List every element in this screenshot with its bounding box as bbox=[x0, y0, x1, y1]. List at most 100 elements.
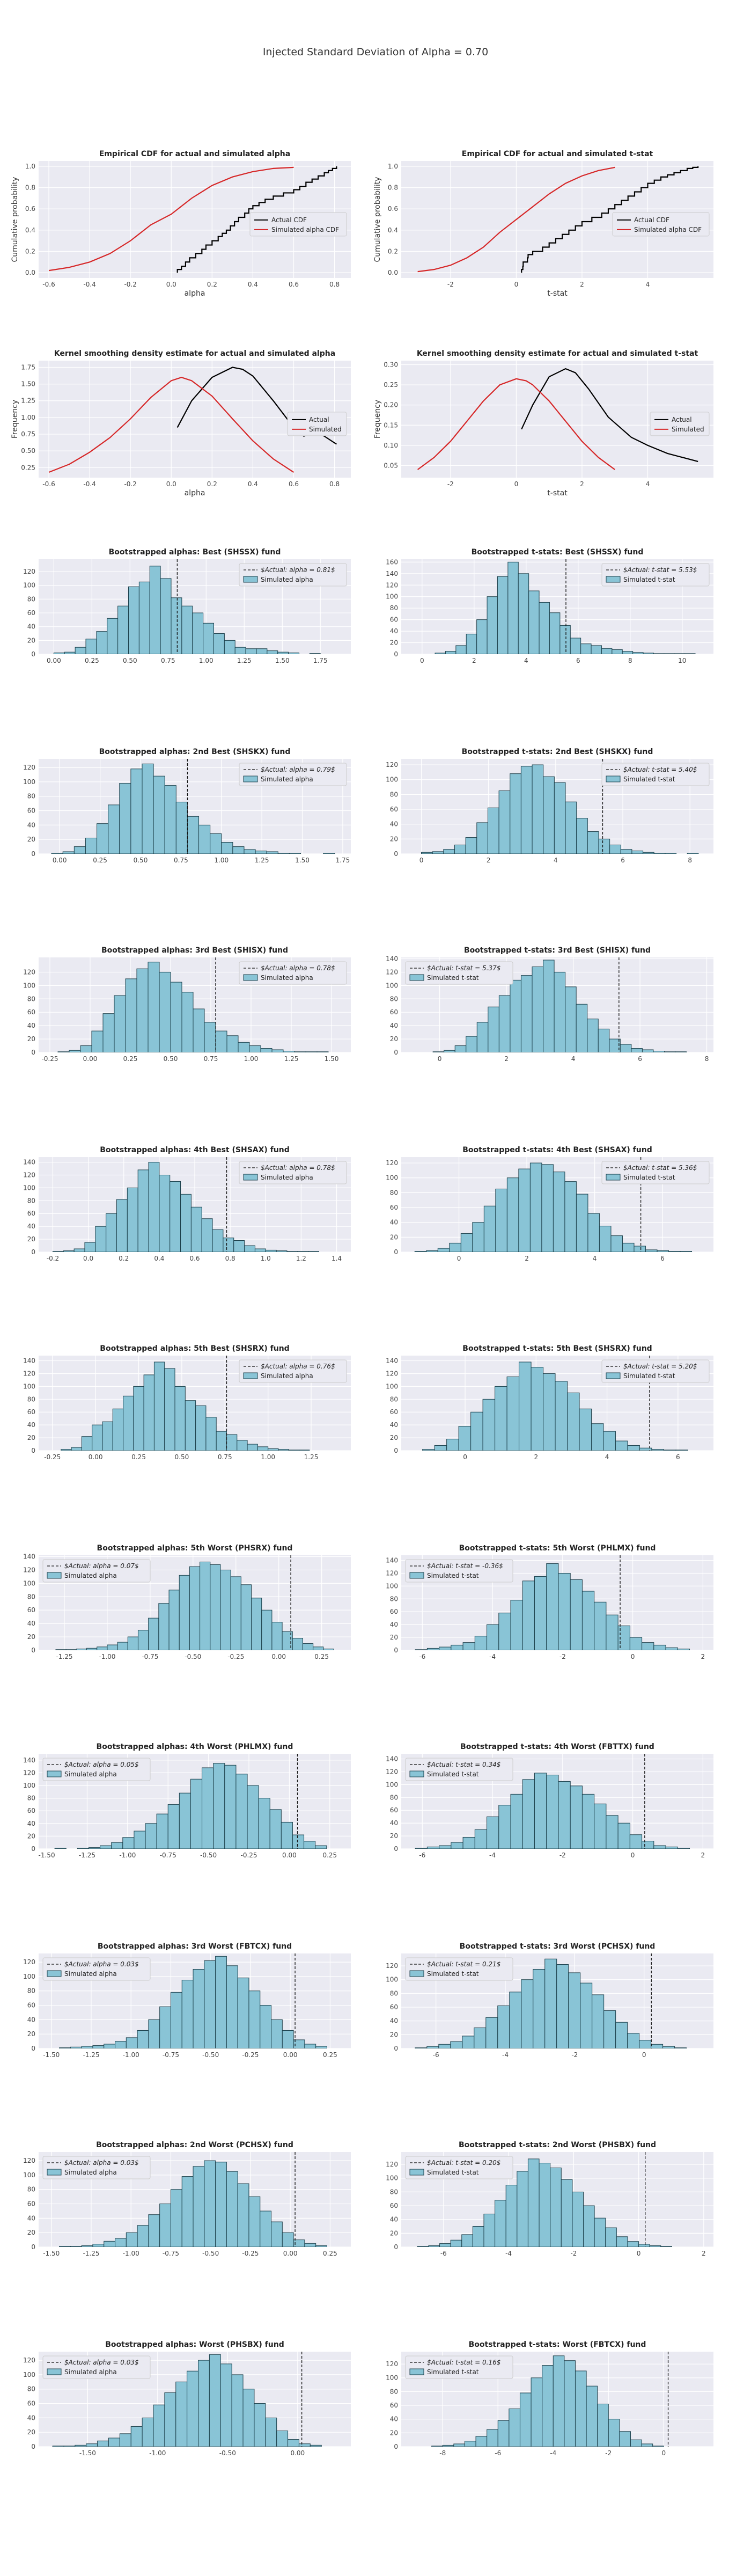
y-tick-label: 0.0 bbox=[388, 269, 398, 276]
histogram-bar bbox=[497, 2420, 510, 2447]
histogram-bar bbox=[519, 1362, 532, 1451]
legend-label: Simulated t-stat bbox=[427, 2368, 479, 2376]
histogram-bar bbox=[233, 1240, 245, 1252]
x-tick-label: 0.50 bbox=[175, 1453, 189, 1461]
plot-area bbox=[422, 1356, 688, 1451]
histogram-bar bbox=[534, 1576, 547, 1650]
histogram-bar bbox=[466, 1036, 477, 1052]
histogram-bar bbox=[164, 1368, 175, 1451]
histogram-bar bbox=[554, 971, 566, 1052]
y-tick-label: 40 bbox=[390, 1421, 398, 1429]
histogram-bar bbox=[474, 1636, 488, 1650]
histogram-bar bbox=[256, 648, 268, 654]
histogram-bar bbox=[556, 1964, 569, 2048]
histogram-bar bbox=[149, 566, 161, 654]
histogram-bar bbox=[555, 1381, 568, 1451]
legend-frame bbox=[405, 1957, 513, 1981]
x-tick-label: -0.25 bbox=[242, 2250, 259, 2257]
x-tick-label: 0.4 bbox=[154, 1255, 164, 1262]
legend-frame bbox=[601, 1161, 710, 1184]
x-tick-label: -1.25 bbox=[83, 2051, 99, 2059]
histogram-bar bbox=[187, 2370, 199, 2447]
plot-area bbox=[48, 166, 337, 273]
x-tick-label: 1.2 bbox=[296, 1255, 306, 1262]
histogram-bar bbox=[242, 2389, 255, 2447]
histogram-bar bbox=[80, 1045, 92, 1052]
y-axis-label: Cumulative probability bbox=[11, 177, 19, 262]
plot-area bbox=[59, 1953, 327, 2048]
x-tick-label: -1.50 bbox=[39, 1851, 55, 1859]
histogram-bar bbox=[115, 2041, 127, 2048]
histogram-bar bbox=[271, 1622, 283, 1650]
histogram-bar bbox=[458, 1426, 472, 1451]
subplot-title: Bootstrapped t-stats: 3rd Best (SHISX) f… bbox=[464, 946, 651, 955]
y-tick-label: 100 bbox=[386, 982, 398, 989]
histogram-bar bbox=[612, 649, 623, 654]
histogram-bar bbox=[195, 1405, 207, 1451]
legend-swatch bbox=[606, 576, 621, 583]
histogram-bar bbox=[160, 578, 172, 654]
histogram-bar bbox=[616, 2236, 628, 2247]
legend: $Actual: alpha = 0.07$ Simulated alpha bbox=[42, 1559, 151, 1583]
histogram-bar bbox=[483, 2213, 496, 2247]
plot-area bbox=[414, 1157, 693, 1252]
histogram-bar bbox=[615, 2022, 628, 2048]
histogram-bar bbox=[288, 1450, 300, 1451]
histogram-bar bbox=[564, 1181, 577, 1252]
histogram-bar bbox=[159, 2006, 171, 2048]
x-tick-label: 4 bbox=[646, 480, 650, 488]
x-tick-label: 0 bbox=[514, 480, 519, 488]
histogram-bar bbox=[193, 1969, 205, 2048]
plot-area bbox=[57, 957, 329, 1052]
histogram-bar bbox=[450, 2041, 463, 2048]
legend: $Actual: alpha = 0.79$ Simulated alpha bbox=[239, 763, 347, 786]
legend: $Actual: t-stat = 5.36$ Simulated t-stat bbox=[601, 1161, 710, 1184]
y-tick-label: 40 bbox=[390, 821, 398, 828]
histogram-bar bbox=[510, 1794, 523, 1849]
histogram-bar bbox=[665, 853, 677, 854]
legend-swatch bbox=[47, 2368, 62, 2375]
legend: $Actual: alpha = 0.78$ Simulated alpha bbox=[239, 1161, 347, 1184]
legend-frame bbox=[405, 2355, 513, 2379]
histogram-bar bbox=[580, 643, 592, 654]
histogram-bar bbox=[466, 633, 477, 654]
x-tick-label: 0.00 bbox=[282, 1851, 297, 1859]
histogram-bar bbox=[653, 1644, 666, 1650]
legend-swatch bbox=[243, 974, 258, 981]
histogram-bar bbox=[546, 1563, 559, 1650]
y-tick-label: 0 bbox=[394, 1447, 398, 1454]
subplot-19: -1.50 -1.25 -1.00 -0.75 -0.50 -0.25 0.00 0.25 0 2… bbox=[23, 1942, 351, 2059]
histogram-bar bbox=[230, 1576, 241, 1650]
x-tick-label: 0.2 bbox=[119, 1255, 129, 1262]
histogram-bar bbox=[534, 1773, 547, 1849]
histogram-bar bbox=[482, 1399, 496, 1451]
histogram-bar bbox=[278, 1449, 289, 1451]
histogram-bar bbox=[216, 1431, 227, 1451]
histogram-bar bbox=[677, 1848, 690, 1849]
y-tick-label: 140 bbox=[386, 1357, 398, 1365]
y-tick-label: 60 bbox=[27, 609, 35, 617]
y-tick-label: 100 bbox=[386, 593, 398, 601]
x-tick-label: 4 bbox=[605, 1453, 609, 1461]
subplot-5: 0.00 0.25 0.50 0.75 1.00 1.25 1.50 1.75 0 20 40 60 8… bbox=[23, 548, 351, 664]
legend-label: $Actual: alpha = 0.81$ bbox=[261, 566, 335, 574]
legend-label: $Actual: t-stat = 5.53$ bbox=[623, 566, 697, 574]
x-tick-label: -0.4 bbox=[83, 480, 95, 488]
x-tick-label: 0 bbox=[419, 857, 424, 864]
x-tick-label: -4 bbox=[489, 1653, 496, 1660]
y-tick-label: 120 bbox=[386, 1962, 398, 1970]
x-tick-label: 10 bbox=[678, 657, 686, 664]
x-tick-label: 1.00 bbox=[214, 857, 229, 864]
histogram-bar bbox=[608, 2419, 620, 2447]
histogram-bar bbox=[498, 995, 511, 1052]
histogram-bar bbox=[521, 1979, 534, 2048]
x-tick-label: 0 bbox=[637, 2250, 641, 2257]
x-tick-label: 1.25 bbox=[237, 657, 252, 664]
histogram-bar bbox=[599, 1226, 612, 1252]
histogram-bar bbox=[257, 1446, 269, 1451]
histogram-bar bbox=[107, 618, 119, 654]
legend-frame bbox=[405, 961, 513, 985]
histogram-bar bbox=[428, 2245, 440, 2247]
y-tick-label: 20 bbox=[27, 2229, 35, 2236]
